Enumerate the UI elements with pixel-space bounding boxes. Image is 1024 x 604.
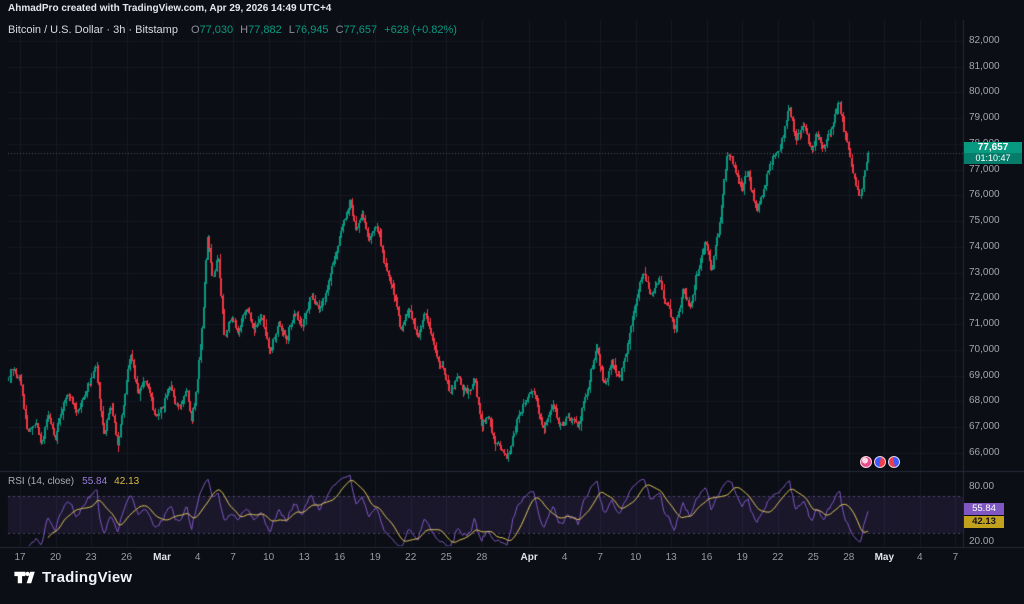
price-pane[interactable] [8,20,963,472]
attribution-bar: AhmadPro created with TradingView.com, A… [8,3,331,14]
symbol-legend[interactable]: Bitcoin / U.S. Dollar · 3h · BitstampO77… [8,24,457,36]
tradingview-chart-window: AhmadPro created with TradingView.com, A… [0,0,1024,604]
change-value: +628 (+0.82%) [384,24,457,36]
rsi-ma-value: 42.13 [114,476,139,487]
rsi-value-label: 55.84 [964,503,1004,515]
red-blue-ball-sticker-icon[interactable] [888,456,900,468]
ohlc-value: 76,945 [295,24,329,36]
rsi-value: 55.84 [82,476,107,487]
tradingview-logo-icon [12,566,35,589]
rsi-title[interactable]: RSI (14, close) [8,476,74,487]
ohlc-value: 77,882 [248,24,282,36]
blue-red-ball-sticker-icon[interactable] [874,456,886,468]
ohlc-key: O [191,24,200,36]
symbol-title[interactable]: Bitcoin / U.S. Dollar · 3h · Bitstamp [8,24,178,36]
bar-countdown: 01:10:47 [964,153,1022,164]
pink-ball-sticker-icon[interactable] [860,456,872,468]
ohlc-key: H [240,24,248,36]
last-price-label: 77,657 01:10:47 [964,142,1022,164]
rsi-legend[interactable]: RSI (14, close) 55.84 42.13 [8,476,139,487]
price-scale[interactable] [963,20,1024,547]
ohlc-values: O77,030H77,882L76,945C77,657+628 (+0.82%… [184,24,457,36]
tradingview-logo-text: TradingView [42,569,132,586]
rsi-ma-value-label: 42.13 [964,516,1004,528]
tradingview-logo[interactable]: TradingView [12,566,132,589]
rsi-pane[interactable] [8,474,963,546]
time-scale[interactable] [0,547,1024,565]
attribution-text: AhmadPro created with TradingView.com, A… [8,3,331,14]
ohlc-key: C [336,24,344,36]
last-price-value: 77,657 [964,142,1022,153]
chart-stickers [860,456,900,468]
ohlc-value: 77,030 [200,24,234,36]
ohlc-value: 77,657 [344,24,378,36]
